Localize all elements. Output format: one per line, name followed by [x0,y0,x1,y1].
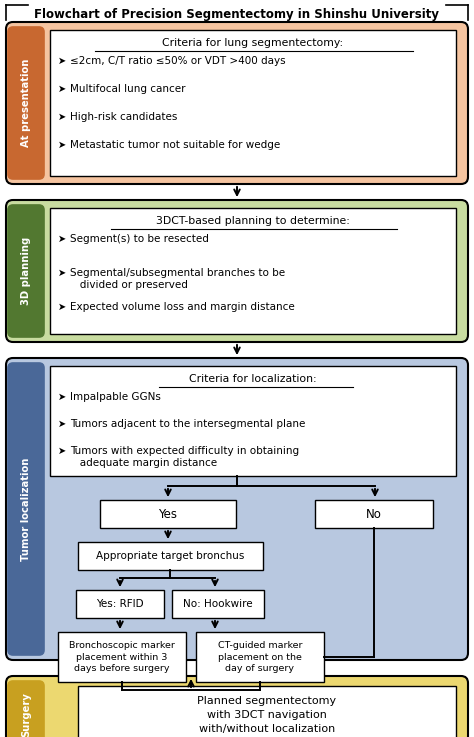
Text: Segment(s) to be resected: Segment(s) to be resected [70,234,209,244]
FancyBboxPatch shape [6,22,468,184]
Text: ➤: ➤ [58,419,66,429]
Text: Criteria for localization:: Criteria for localization: [189,374,317,384]
Text: High-risk candidates: High-risk candidates [70,112,177,122]
Text: CT-guided marker
placement on the
day of surgery: CT-guided marker placement on the day of… [218,640,302,674]
Text: Segmental/subsegmental branches to be
   divided or preserved: Segmental/subsegmental branches to be di… [70,268,285,290]
Text: ➤: ➤ [58,302,66,312]
Text: Yes: Yes [158,508,177,520]
Text: No: No [366,508,382,520]
FancyBboxPatch shape [8,363,44,655]
Text: ➤: ➤ [58,268,66,278]
Text: Bronchoscopic marker
placement within 3
days before surgery: Bronchoscopic marker placement within 3 … [69,640,175,674]
Bar [50,366,456,476]
Text: 3D planning: 3D planning [21,237,31,305]
FancyBboxPatch shape [6,676,468,737]
Text: ➤: ➤ [58,84,66,94]
Text: ➤: ➤ [58,234,66,244]
Bar [100,500,236,528]
FancyBboxPatch shape [6,358,468,660]
Text: Surgery: Surgery [21,693,31,737]
Text: ➤: ➤ [58,56,66,66]
Bar [196,632,324,682]
Text: No: Hookwire: No: Hookwire [183,599,253,609]
Text: Multifocal lung cancer: Multifocal lung cancer [70,84,185,94]
Bar [78,686,456,737]
Text: Planned segmentectomy
with 3DCT navigation
with/without localization: Planned segmentectomy with 3DCT navigati… [198,696,337,734]
Bar [50,30,456,176]
Bar [78,542,263,570]
Text: Flowchart of Precision Segmentectomy in Shinshu University: Flowchart of Precision Segmentectomy in … [35,8,439,21]
Text: At presentation: At presentation [21,59,31,147]
Bar [315,500,433,528]
Text: Tumor localization: Tumor localization [21,458,31,561]
FancyBboxPatch shape [8,681,44,737]
Text: Impalpable GGNs: Impalpable GGNs [70,392,161,402]
Bar [76,590,164,618]
Text: 3DCT-based planning to determine:: 3DCT-based planning to determine: [156,216,350,226]
Text: Tumors with expected difficulty in obtaining
   adequate margin distance: Tumors with expected difficulty in obtai… [70,446,299,467]
Text: ≤2cm, C/T ratio ≤50% or VDT >400 days: ≤2cm, C/T ratio ≤50% or VDT >400 days [70,56,286,66]
Text: Tumors adjacent to the intersegmental plane: Tumors adjacent to the intersegmental pl… [70,419,305,429]
Text: ➤: ➤ [58,392,66,402]
Bar [50,208,456,334]
FancyBboxPatch shape [6,200,468,342]
Text: ➤: ➤ [58,446,66,456]
Text: ➤: ➤ [58,140,66,150]
FancyBboxPatch shape [8,205,44,337]
Text: Yes: RFID: Yes: RFID [96,599,144,609]
Text: Criteria for lung segmentectomy:: Criteria for lung segmentectomy: [163,38,344,48]
Text: Appropriate target bronchus: Appropriate target bronchus [96,551,245,561]
Text: ➤: ➤ [58,112,66,122]
Text: Expected volume loss and margin distance: Expected volume loss and margin distance [70,302,295,312]
Bar [172,590,264,618]
Text: Metastatic tumor not suitable for wedge: Metastatic tumor not suitable for wedge [70,140,280,150]
Bar [58,632,186,682]
FancyBboxPatch shape [8,27,44,179]
